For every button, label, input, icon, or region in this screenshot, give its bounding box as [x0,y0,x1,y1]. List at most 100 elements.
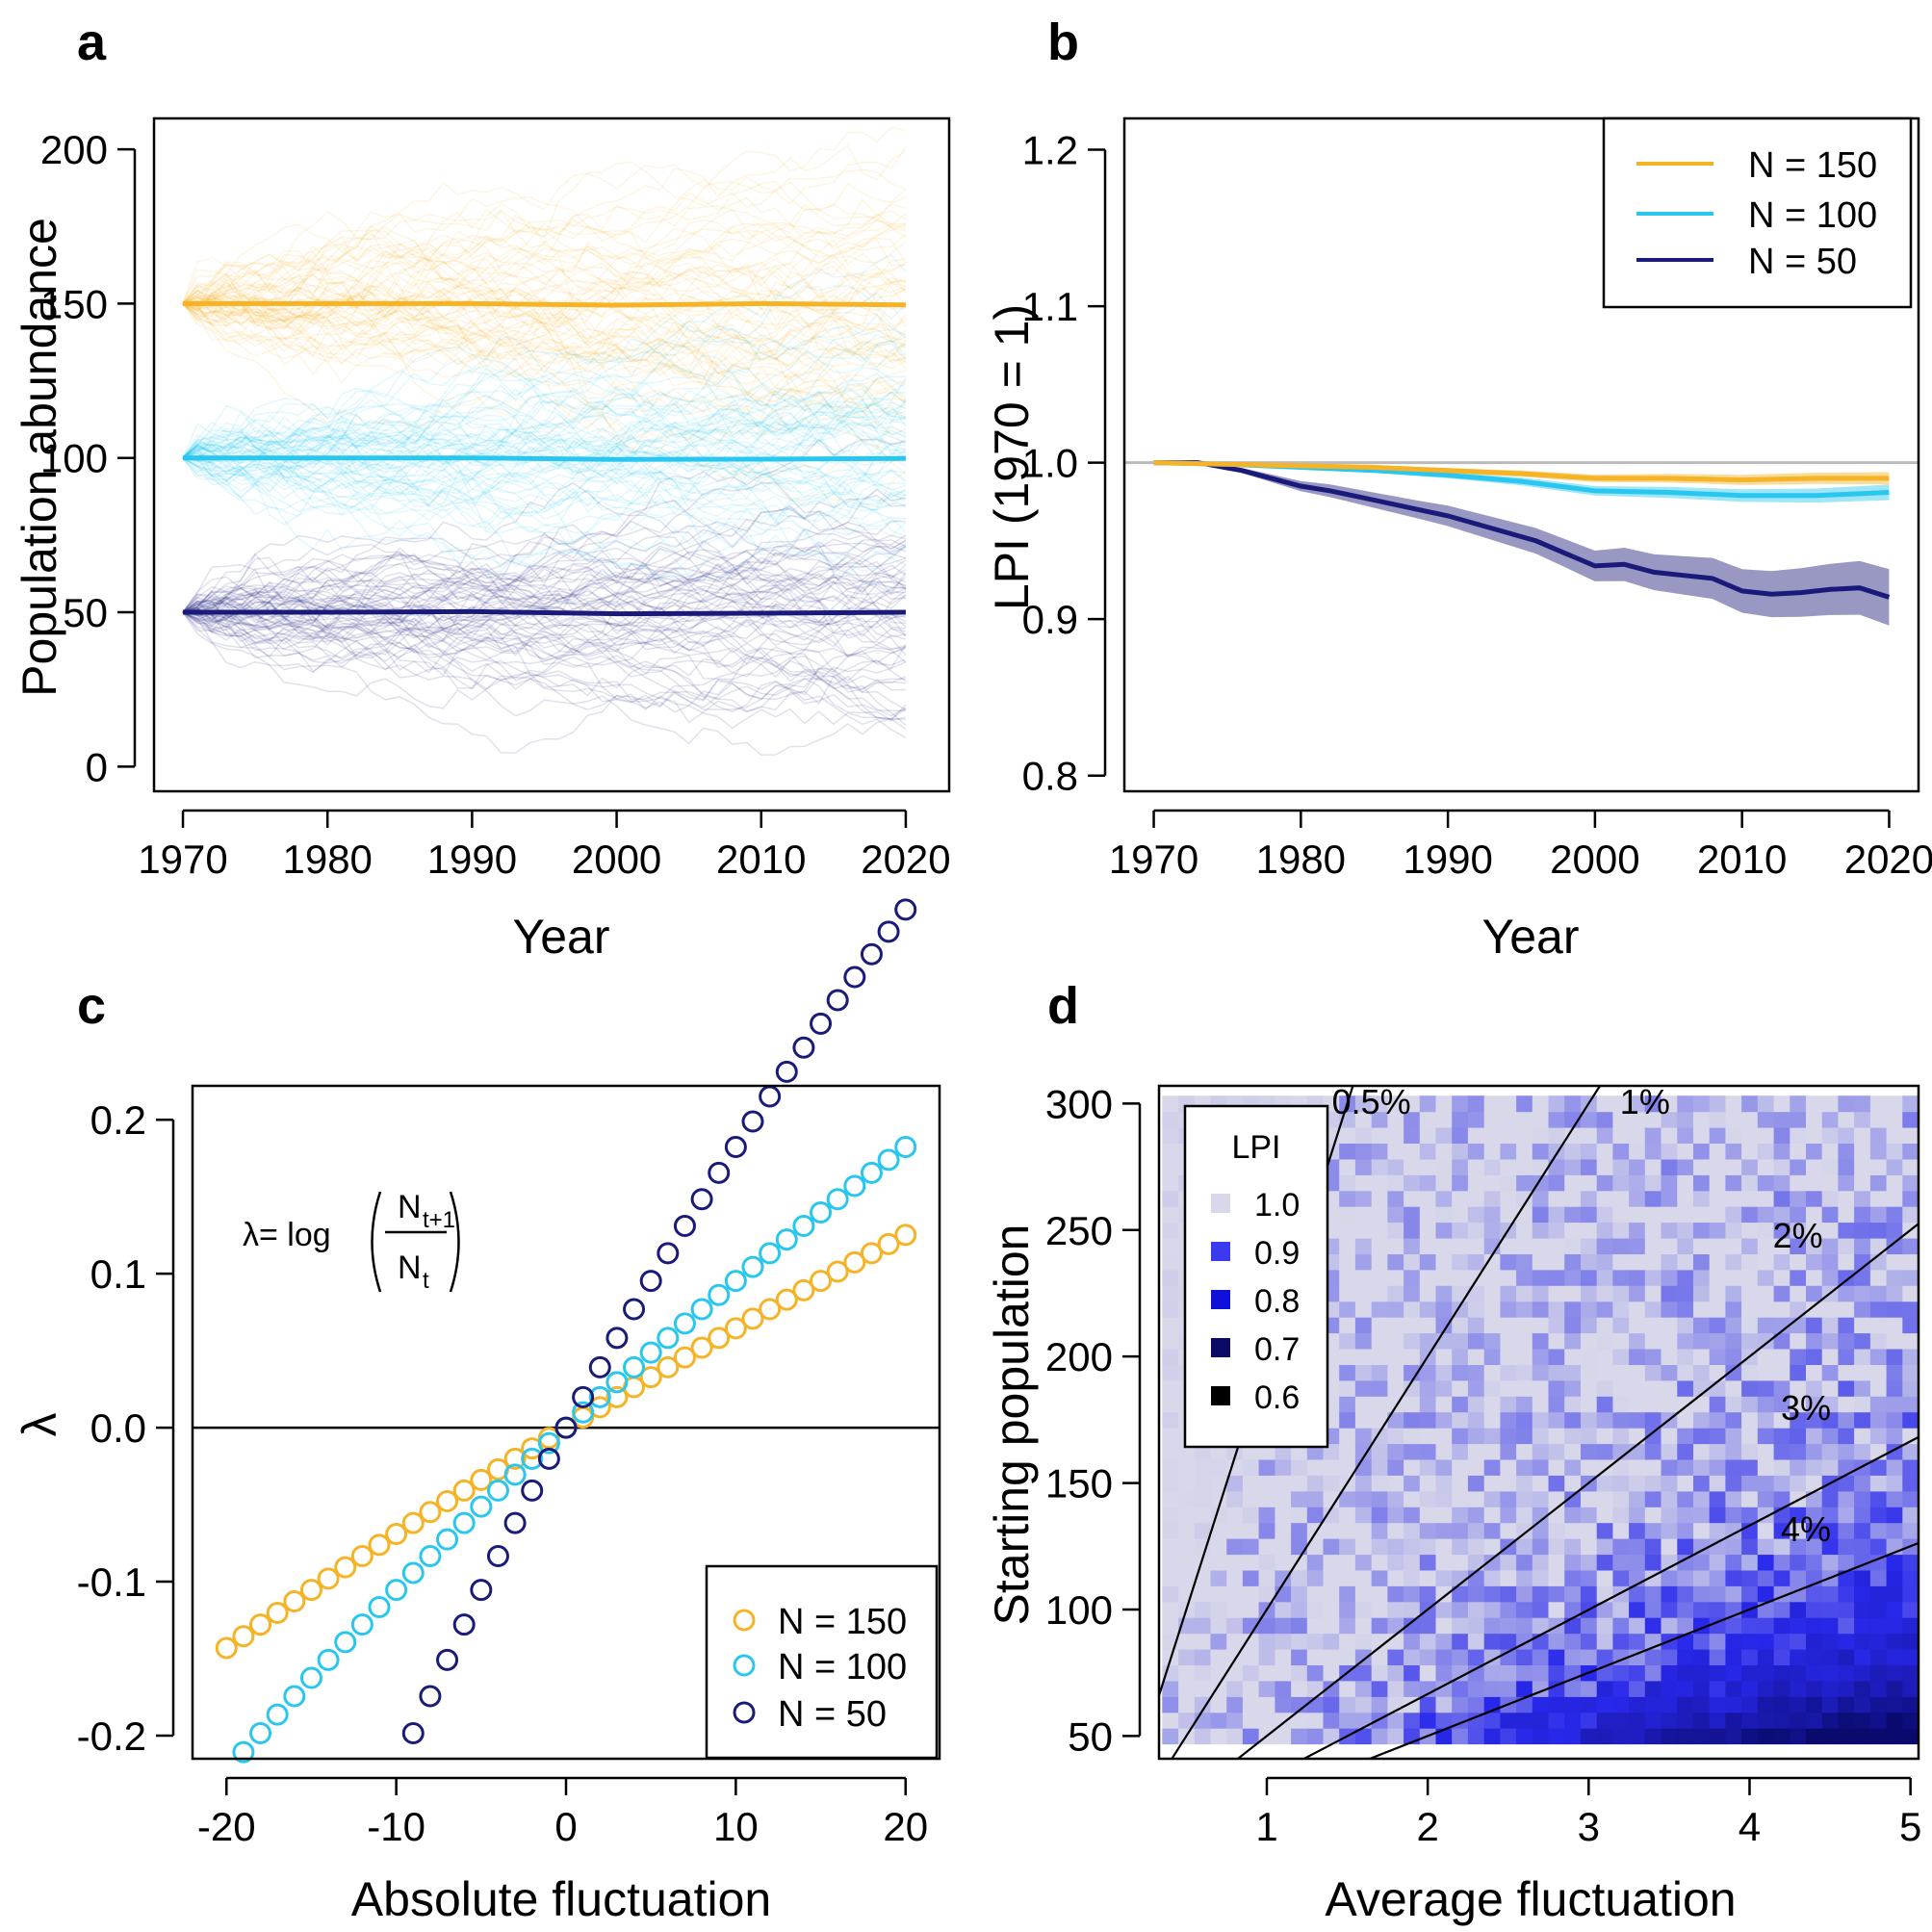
heatmap-cell [1790,1538,1807,1556]
heatmap-cell [1387,1301,1404,1318]
heatmap-cell [1500,1317,1517,1334]
heatmap-cell [1806,1475,1823,1492]
heatmap-cell [1354,1190,1373,1207]
heatmap-cell [1644,1301,1662,1318]
heatmap-cell [1854,1379,1871,1397]
heatmap-cell [1387,1585,1404,1603]
heatmap-cell [1790,1649,1807,1665]
heatmap-cell [1693,1206,1711,1224]
heatmap-cell [1854,1585,1871,1603]
heatmap-cell [1741,1253,1759,1271]
heatmap-cell [1902,1332,1919,1350]
legend-level-0-7: 0.7 [1254,1331,1300,1368]
heatmap-cell [1354,1206,1373,1224]
heatmap-cell [1435,1349,1453,1365]
heatmap-cell [1757,1301,1775,1318]
heatmap-cell [1886,1696,1903,1713]
heatmap-cell [1581,1206,1598,1224]
heatmap-cell [1838,1317,1855,1334]
heatmap-cell [1532,1332,1550,1350]
trajectory-N50 [182,578,907,634]
x-tick-label: 1980 [1256,837,1346,882]
heatmap-cell [1773,1174,1790,1192]
point-N100 [537,1431,560,1455]
heatmap-cell [1371,1569,1388,1586]
point-N150 [657,1355,680,1378]
heatmap-cell [1693,1285,1711,1302]
contour-label: 4% [1781,1509,1831,1549]
heatmap-cell [1693,1728,1711,1745]
heatmap-cell [1452,1396,1469,1413]
a-plot-frame [152,116,951,793]
heatmap-cell [1548,1301,1565,1318]
heatmap-cell [1902,1585,1919,1603]
heatmap-cell [1516,1507,1533,1524]
heatmap-cell [1693,1696,1711,1713]
heatmap-cell [1790,1158,1807,1175]
heatmap-cell [1661,1664,1678,1682]
heatmap-cell [1854,1411,1871,1429]
heatmap-cell [1709,1475,1726,1492]
point-N50 [810,1012,833,1035]
panel-b-x-axis-label: Year [1481,910,1579,964]
heatmap-cell [1483,1269,1501,1286]
heatmap-cell [1581,1190,1598,1207]
heatmap-cell [1371,1396,1388,1413]
trajectory-N100 [182,324,907,459]
heatmap-cell [1741,1411,1759,1429]
heatmap-cell [1500,1111,1517,1128]
heatmap-cell [1693,1458,1711,1476]
trajectory-N50 [182,611,907,712]
heatmap-cell [1596,1633,1613,1650]
heatmap-cell [1790,1664,1807,1682]
heatmap-cell [1548,1253,1565,1271]
heatmap-cell [1629,1585,1646,1603]
heatmap-cell [1162,1507,1179,1524]
point-N150 [877,1232,900,1255]
heatmap-cell [1306,1475,1325,1492]
heatmap-cell [1741,1428,1759,1445]
heatmap-cell [1596,1317,1613,1334]
heatmap-cell [1902,1301,1919,1318]
heatmap-cell [1902,1522,1919,1539]
trajectory-N50 [182,560,907,617]
heatmap-cell [1354,1569,1373,1586]
heatmap-cell [1404,1680,1421,1697]
heatmap-cell [1339,1396,1356,1413]
heatmap-cell [1693,1585,1711,1603]
heatmap-cell [1886,1111,1903,1128]
heatmap-cell [1178,1507,1196,1524]
heatmap-cell [1709,1349,1726,1365]
point-N100 [436,1528,459,1551]
heatmap-cell [1596,1222,1613,1239]
heatmap-cell [1629,1206,1646,1224]
trajectory-N150 [182,239,906,325]
heatmap-cell [1564,1332,1582,1350]
trajectory-N150 [182,258,907,358]
panel-letter-c: c [77,977,106,1035]
heatmap-cell [1548,1633,1565,1650]
x-tick-label: 3 [1578,1804,1600,1849]
heatmap-cell [1693,1554,1711,1571]
heatmap-cell [1435,1538,1453,1556]
trajectory-N100 [182,292,906,472]
heatmap-cell [1806,1443,1823,1460]
heatmap-cell [1790,1253,1807,1271]
heatmap-cell [1162,1443,1179,1460]
trajectory-N100 [182,391,906,528]
panel-a-x-axis-label: Year [512,910,609,964]
heatmap-cell [1564,1428,1582,1445]
mean-line-N50 [183,608,906,617]
heatmap-cell [1661,1490,1678,1507]
heatmap-cell [1806,1143,1823,1160]
heatmap-cell [1806,1617,1823,1635]
heatmap-cell [1612,1396,1630,1413]
heatmap-cell [1629,1190,1646,1207]
point-N50 [401,1722,425,1745]
heatmap-cell [1821,1507,1839,1524]
heatmap-cell [1516,1569,1533,1586]
heatmap-cell [1354,1728,1373,1745]
heatmap-cell [1323,1728,1340,1745]
heatmap-cell [1516,1475,1533,1492]
heatmap-cell [1821,1443,1839,1460]
